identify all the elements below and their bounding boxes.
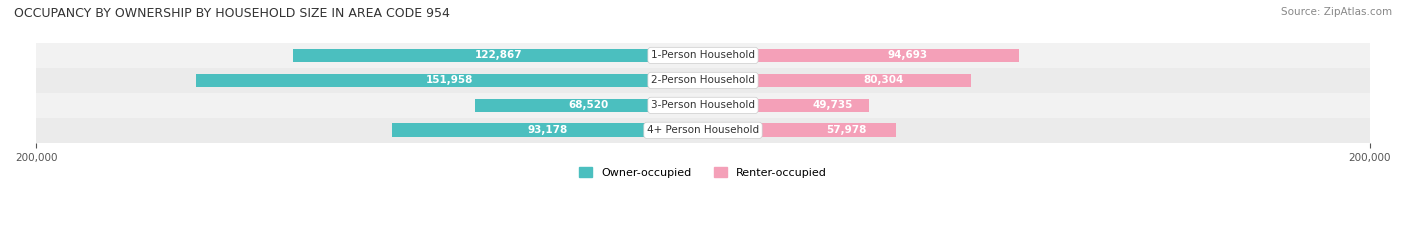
Text: 49,735: 49,735: [813, 100, 853, 110]
Text: 94,693: 94,693: [887, 50, 928, 60]
Text: 1-Person Household: 1-Person Household: [651, 50, 755, 60]
Bar: [197, 74, 703, 87]
Text: 57,978: 57,978: [827, 125, 866, 135]
Bar: [37, 93, 1369, 118]
Legend: Owner-occupied, Renter-occupied: Owner-occupied, Renter-occupied: [575, 163, 831, 182]
Bar: [703, 74, 970, 87]
Text: 80,304: 80,304: [863, 75, 904, 86]
Bar: [703, 123, 896, 137]
Bar: [37, 68, 1369, 93]
Text: 93,178: 93,178: [527, 125, 568, 135]
Text: 151,958: 151,958: [426, 75, 474, 86]
Text: OCCUPANCY BY OWNERSHIP BY HOUSEHOLD SIZE IN AREA CODE 954: OCCUPANCY BY OWNERSHIP BY HOUSEHOLD SIZE…: [14, 7, 450, 20]
Bar: [37, 118, 1369, 143]
Text: Source: ZipAtlas.com: Source: ZipAtlas.com: [1281, 7, 1392, 17]
Bar: [294, 48, 703, 62]
Text: 4+ Person Household: 4+ Person Household: [647, 125, 759, 135]
Text: 68,520: 68,520: [568, 100, 609, 110]
Text: 2-Person Household: 2-Person Household: [651, 75, 755, 86]
Bar: [703, 48, 1019, 62]
Bar: [392, 123, 703, 137]
Bar: [37, 43, 1369, 68]
Text: 122,867: 122,867: [474, 50, 522, 60]
Bar: [703, 99, 869, 112]
Bar: [475, 99, 703, 112]
Text: 3-Person Household: 3-Person Household: [651, 100, 755, 110]
